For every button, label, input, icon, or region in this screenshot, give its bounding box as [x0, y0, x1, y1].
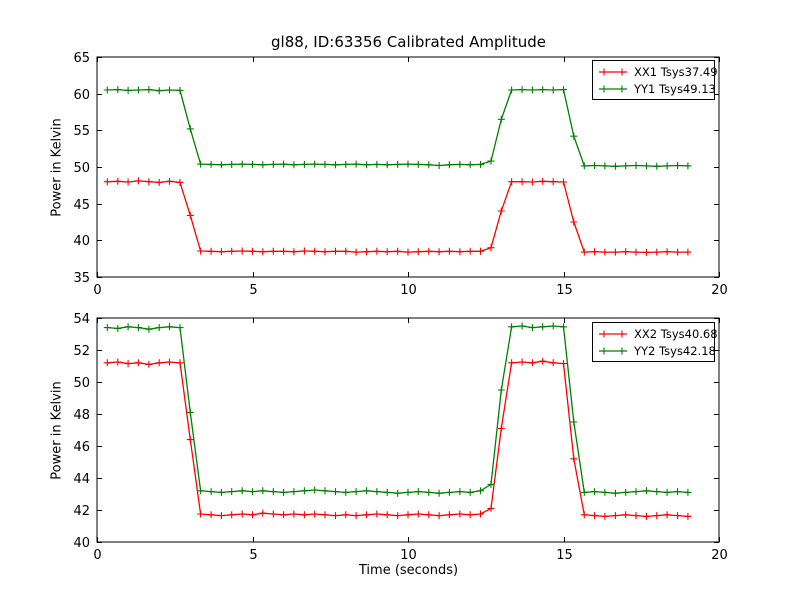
legend-entry: XX1 Tsys37.49 — [597, 63, 718, 80]
y-tick-label: 40 — [73, 234, 90, 249]
x-tick-label: 5 — [249, 283, 257, 298]
legend-line-sample — [599, 347, 627, 354]
y-tick-label: 42 — [73, 504, 90, 519]
y-tick-label: 40 — [73, 536, 90, 551]
x-tick-label: 20 — [711, 283, 728, 298]
legend-entry: YY2 Tsys42.18 — [597, 342, 716, 359]
x-tick-label: 20 — [711, 548, 728, 563]
figure-title: gl88, ID:63356 Calibrated Amplitude — [271, 33, 546, 51]
x-tick-label: 10 — [400, 283, 417, 298]
top-legend: XX1 Tsys37.49 YY1 Tsys49.13 — [592, 60, 718, 100]
y-tick-label: 35 — [73, 271, 90, 286]
legend-label: YY2 Tsys42.18 — [634, 343, 716, 358]
x-tick-label: 15 — [556, 283, 573, 298]
y-tick-label: 50 — [73, 376, 90, 391]
data-markers — [103, 86, 692, 170]
legend-line-sample — [599, 68, 627, 75]
legend-line-sample — [599, 85, 627, 92]
legend-label: XX1 Tsys37.49 — [634, 64, 718, 79]
bottom-legend: XX2 Tsys40.68 YY2 Tsys42.18 — [592, 322, 718, 362]
y-tick-label: 52 — [73, 344, 90, 359]
legend-entry: XX2 Tsys40.68 — [597, 325, 718, 342]
x-tick-label: 0 — [93, 548, 101, 563]
x-tick-label: 15 — [556, 548, 573, 563]
data-markers — [103, 357, 692, 520]
legend-entry: YY1 Tsys49.13 — [597, 80, 716, 97]
y-tick-label: 50 — [73, 161, 90, 176]
y-tick-label: 54 — [73, 312, 90, 327]
y-tick-label: 48 — [73, 408, 90, 423]
bottom-y-axis-label: Power in Kelvin — [49, 381, 65, 480]
y-tick-label: 45 — [73, 198, 90, 213]
top-y-axis-label: Power in Kelvin — [49, 118, 65, 217]
data-markers — [103, 322, 692, 497]
bottom-x-axis-label: Time (seconds) — [358, 563, 459, 578]
y-tick-label: 60 — [73, 88, 90, 103]
y-tick-label: 46 — [73, 440, 90, 455]
legend-line-sample — [599, 330, 627, 337]
y-tick-label: 55 — [73, 124, 90, 139]
y-tick-label: 65 — [73, 51, 90, 66]
x-tick-label: 10 — [400, 548, 417, 563]
data-markers — [103, 177, 692, 256]
y-tick-label: 44 — [73, 472, 90, 487]
legend-label: YY1 Tsys49.13 — [634, 81, 716, 96]
x-tick-label: 0 — [93, 283, 101, 298]
legend-label: XX2 Tsys40.68 — [634, 326, 718, 341]
x-tick-label: 5 — [249, 548, 257, 563]
